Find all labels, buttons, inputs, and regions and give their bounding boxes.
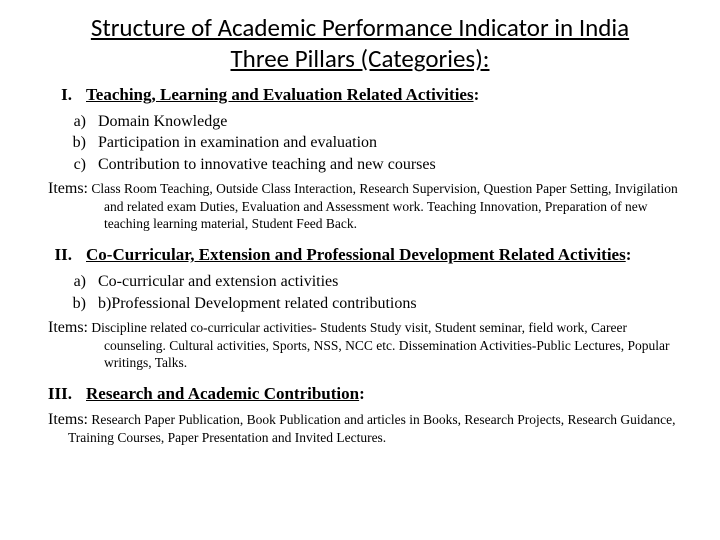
title-line-2: Three Pillars (Categories): (231, 43, 490, 74)
s2-b-text: b)Professional Development related contr… (98, 293, 417, 315)
s2-b-label: b) (58, 293, 98, 315)
section-2-heading: II. Co-Curricular, Extension and Profess… (28, 245, 692, 265)
section-2-title-wrap: Co-Curricular, Extension and Professiona… (86, 245, 631, 265)
s1-a-text: Domain Knowledge (98, 111, 227, 133)
s3-items-text: Research Paper Publication, Book Publica… (68, 412, 675, 445)
section-2-subitems: a) Co-curricular and extension activitie… (58, 271, 692, 314)
s3-items-label: Items: (48, 411, 88, 428)
section-1-item-a: a) Domain Knowledge (58, 111, 692, 133)
s2-items-text: Discipline related co-curricular activit… (88, 320, 669, 370)
s1-items-text: Class Room Teaching, Outside Class Inter… (88, 181, 678, 231)
section-2-title: Co-Curricular, Extension and Professiona… (86, 245, 626, 264)
title-line-1: Structure of Academic Performance Indica… (91, 12, 629, 43)
section-1-items: Items: Class Room Teaching, Outside Clas… (44, 179, 682, 233)
s1-b-text: Participation in examination and evaluat… (98, 132, 377, 154)
section-3-colon: : (359, 384, 365, 403)
section-2-colon: : (626, 245, 632, 264)
section-3-heading: III. Research and Academic Contribution: (28, 384, 692, 404)
section-3-title: Research and Academic Contribution (86, 384, 359, 403)
s1-items-label: Items: (48, 180, 88, 197)
section-2-num: II. (28, 245, 86, 265)
s1-b-label: b) (58, 132, 98, 154)
section-3-num: III. (28, 384, 86, 404)
s1-c-text: Contribution to innovative teaching and … (98, 154, 436, 176)
section-1-item-b: b) Participation in examination and eval… (58, 132, 692, 154)
section-1-subitems: a) Domain Knowledge b) Participation in … (58, 111, 692, 176)
s2-items-label: Items: (48, 319, 88, 336)
s2-a-text: Co-curricular and extension activities (98, 271, 338, 293)
slide-title: Structure of Academic Performance Indica… (28, 12, 692, 75)
s1-c-label: c) (58, 154, 98, 176)
section-1-num: I. (28, 85, 86, 105)
section-1-title: Teaching, Learning and Evaluation Relate… (86, 85, 474, 104)
section-1-title-wrap: Teaching, Learning and Evaluation Relate… (86, 85, 479, 105)
section-1-heading: I. Teaching, Learning and Evaluation Rel… (28, 85, 692, 105)
section-1-colon: : (474, 85, 480, 104)
section-2-item-b: b) b)Professional Development related co… (58, 293, 692, 315)
section-3-title-wrap: Research and Academic Contribution: (86, 384, 365, 404)
section-3-items: Items: Research Paper Publication, Book … (48, 410, 682, 447)
s1-a-label: a) (58, 111, 98, 133)
section-2-items: Items: Discipline related co-curricular … (44, 318, 682, 372)
section-2-item-a: a) Co-curricular and extension activitie… (58, 271, 692, 293)
s2-a-label: a) (58, 271, 98, 293)
slide: Structure of Academic Performance Indica… (0, 0, 720, 447)
section-1-item-c: c) Contribution to innovative teaching a… (58, 154, 692, 176)
